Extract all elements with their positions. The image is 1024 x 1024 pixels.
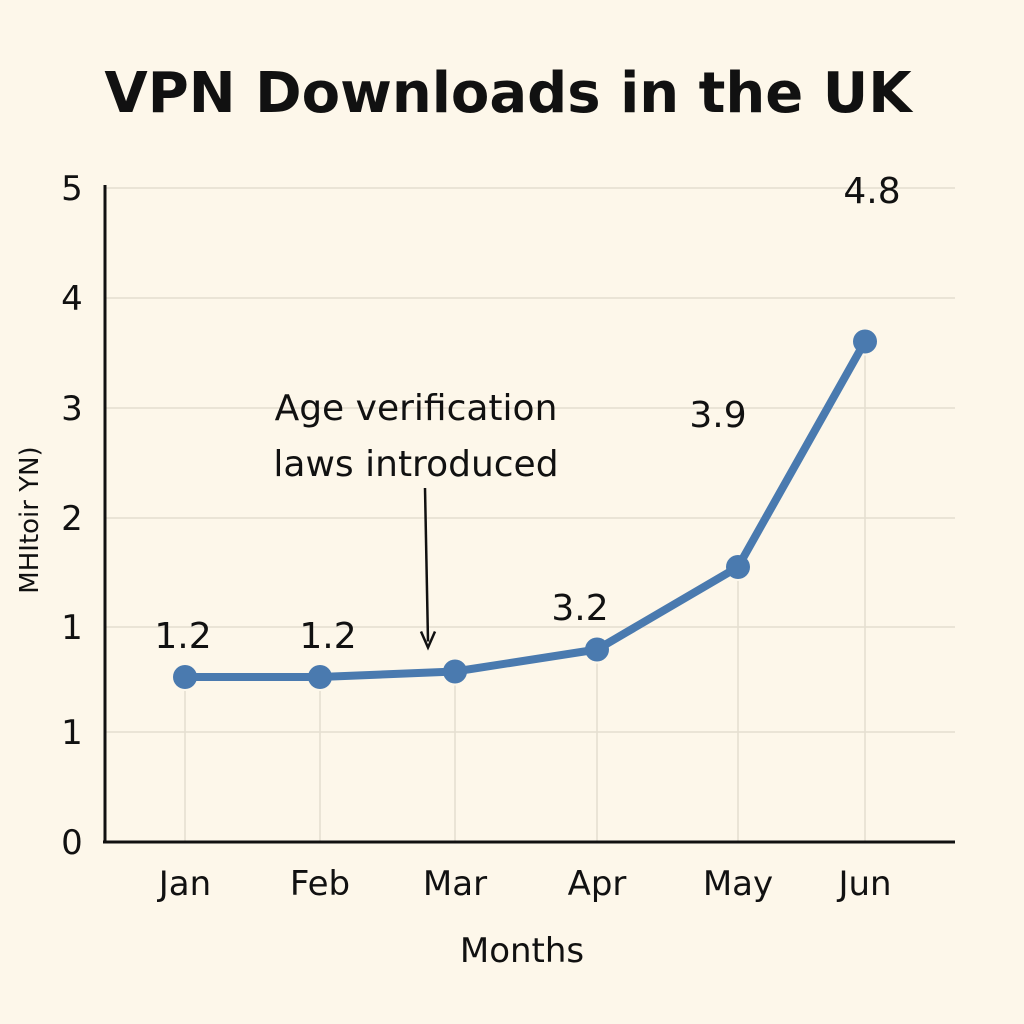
y-tick-label: 1 — [61, 608, 83, 648]
y-axis-ticks: 0 1 1 2 3 4 5 — [61, 169, 83, 863]
annotation-arrow-head — [419, 630, 437, 651]
data-label: 3.2 — [551, 588, 608, 629]
y-axis-label: MHItoir YN) — [15, 446, 45, 593]
y-tick-label: 2 — [61, 499, 83, 539]
chart-title: VPN Downloads in the UK — [104, 61, 914, 126]
x-tick-label: May — [703, 864, 773, 904]
series-line — [181, 337, 869, 681]
data-point — [853, 329, 877, 354]
x-tick-label: Feb — [290, 864, 350, 904]
data-label: 4.8 — [843, 171, 900, 212]
x-tick-label: Apr — [568, 864, 627, 904]
y-tick-label: 5 — [61, 169, 83, 209]
y-tick-label: 3 — [61, 389, 83, 429]
series — [173, 329, 877, 689]
data-point — [585, 637, 609, 662]
data-label: 1.2 — [299, 616, 356, 657]
x-axis-ticks: Jan Feb Mar Apr May Jun — [157, 864, 892, 904]
y-tick-label: 4 — [61, 279, 83, 319]
data-label: 1.2 — [154, 616, 211, 657]
y-tick-label: 1 — [61, 713, 83, 753]
annotation-arrow-shaft — [423, 487, 430, 642]
annotation: Age verification laws introduced — [273, 388, 559, 651]
data-point — [308, 665, 332, 689]
data-label: 3.9 — [689, 395, 746, 436]
annotation-text: laws introduced — [273, 444, 558, 485]
x-axis-label: Months — [460, 931, 584, 971]
data-point — [726, 555, 750, 579]
data-labels: 1.2 1.2 3.2 3.9 4.8 — [154, 171, 900, 657]
grid — [105, 187, 955, 842]
x-tick-label: Jun — [836, 864, 891, 904]
annotation-text: Age verification — [275, 388, 558, 429]
axes — [103, 185, 955, 844]
y-tick-label: 0 — [61, 823, 83, 863]
x-tick-label: Jan — [157, 864, 211, 904]
data-point — [173, 665, 197, 689]
data-point — [443, 659, 467, 684]
x-tick-label: Mar — [423, 864, 487, 904]
